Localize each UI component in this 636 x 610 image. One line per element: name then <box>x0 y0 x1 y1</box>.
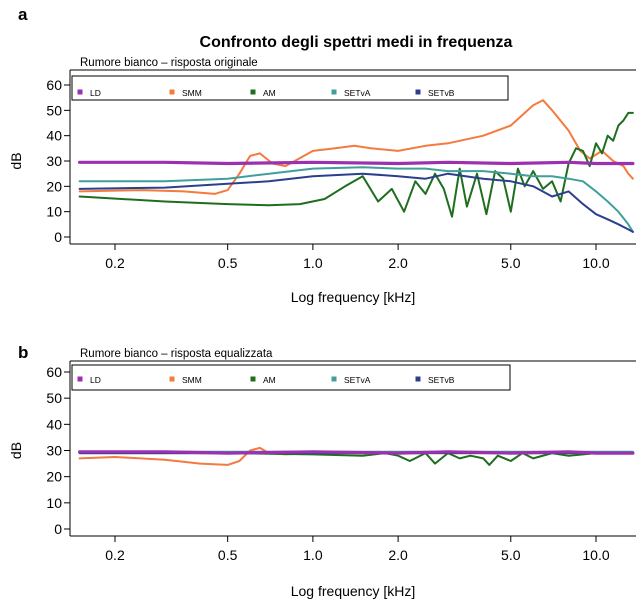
legend-swatch-am <box>250 89 256 95</box>
y-tick-label: 60 <box>46 364 62 380</box>
y-tick-label: 60 <box>46 77 62 93</box>
x-tick-label: 1.0 <box>303 547 323 563</box>
y-tick-label: 50 <box>46 102 62 118</box>
legend-swatch-setvb <box>415 89 421 95</box>
y-tick-label: 40 <box>46 128 62 144</box>
panel-label: b <box>18 343 28 362</box>
y-tick-label: 0 <box>54 521 62 537</box>
panel-b: b Rumore bianco – risposta equalizzata 0 10… <box>8 343 636 599</box>
series-line-setvb <box>78 172 634 233</box>
y-tick-label: 50 <box>46 390 62 406</box>
series-group <box>78 99 635 233</box>
legend-label-setva: SETvA <box>344 375 371 385</box>
x-tick-label: 2.0 <box>388 547 408 563</box>
panel-label: a <box>18 5 28 24</box>
y-tick-label: 0 <box>54 229 62 245</box>
y-tick-label: 10 <box>46 204 62 220</box>
y-axis-title: dB <box>8 442 24 459</box>
legend-swatch-ld <box>77 376 83 382</box>
legend-label-ld: LD <box>90 88 101 98</box>
legend-label-am: AM <box>263 375 276 385</box>
legend-swatch-ld <box>77 89 83 95</box>
legend-swatch-setva <box>331 376 337 382</box>
y-tick-label: 30 <box>46 443 62 459</box>
y-axis-title: dB <box>8 152 24 169</box>
x-tick-label: 0.5 <box>218 547 238 563</box>
series-line-ld <box>78 160 635 166</box>
legend-box <box>71 364 511 391</box>
legend-swatch-smm <box>169 376 175 382</box>
x-tick-label: 5.0 <box>501 547 521 563</box>
legend-swatch-setva <box>331 89 337 95</box>
y-tick-label: 40 <box>46 416 62 432</box>
x-tick-label: 0.2 <box>105 547 125 563</box>
legend-swatch-am <box>250 376 256 382</box>
x-tick-label: 5.0 <box>501 255 521 271</box>
legend-label-setvb: SETvB <box>428 375 455 385</box>
series-line-am <box>78 452 634 466</box>
legend-box <box>71 75 509 101</box>
x-tick-label: 0.5 <box>218 255 238 271</box>
legend-swatch-setvb <box>415 376 421 382</box>
x-tick-label: 10.0 <box>582 547 609 563</box>
legend-swatch-smm <box>169 89 175 95</box>
legend-label-setva: SETvA <box>344 88 371 98</box>
y-tick-label: 20 <box>46 178 62 194</box>
x-tick-label: 1.0 <box>303 255 323 271</box>
panel-a: a Rumore bianco – risposta originale 0 10 20… <box>8 5 636 305</box>
legend-label-smm: SMM <box>182 375 202 385</box>
legend-label-setvb: SETvB <box>428 88 455 98</box>
panel-subtitle: Rumore bianco – risposta originale <box>80 57 258 69</box>
legend-label-smm: SMM <box>182 88 202 98</box>
series-line-setva <box>78 166 634 233</box>
y-tick-label: 20 <box>46 469 62 485</box>
x-tick-label: 10.0 <box>582 255 609 271</box>
y-tick-label: 30 <box>46 153 62 169</box>
series-line-am <box>78 111 634 218</box>
x-axis-title: Log frequency [kHz] <box>291 583 416 599</box>
legend-label-am: AM <box>263 88 276 98</box>
series-line-ld <box>78 450 635 455</box>
x-tick-label: 2.0 <box>388 255 408 271</box>
x-tick-label: 0.2 <box>105 255 125 271</box>
y-tick-label: 10 <box>46 495 62 511</box>
figure-title: Confronto degli spettri medi in frequenz… <box>200 34 513 51</box>
series-group <box>78 446 635 466</box>
panel-subtitle: Rumore bianco – risposta equalizzata <box>80 348 273 360</box>
legend-label-ld: LD <box>90 375 101 385</box>
x-axis-title: Log frequency [kHz] <box>291 289 416 305</box>
